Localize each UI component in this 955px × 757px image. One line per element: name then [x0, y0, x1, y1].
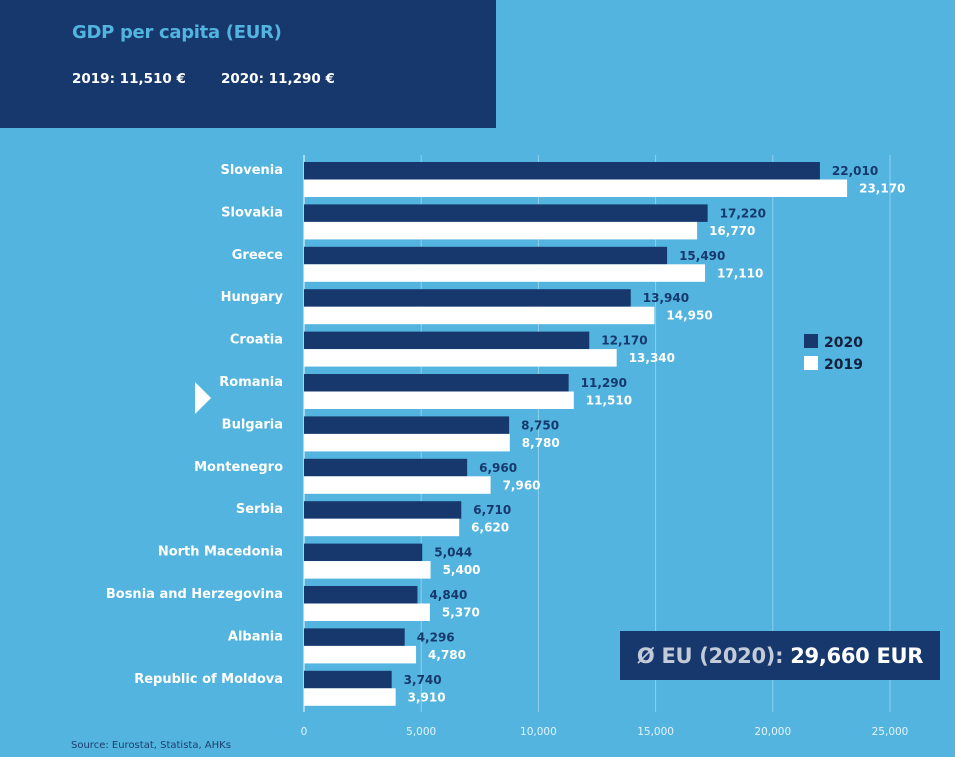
bar-2019: [304, 688, 396, 706]
category-label: Slovakia: [221, 205, 283, 220]
x-tick-label: 5,000: [406, 726, 436, 738]
category-label: Bulgaria: [222, 417, 283, 432]
eu-average-prefix: Ø EU (2020):: [636, 643, 791, 668]
bar-2020: [304, 162, 820, 180]
bar-2019: [304, 221, 698, 240]
value-label-2019: 17,110: [717, 266, 763, 280]
category-label: Albania: [228, 629, 283, 644]
value-label-2019: 11,510: [586, 394, 632, 408]
x-tick-label: 10,000: [520, 726, 557, 738]
value-label-2019: 13,340: [629, 351, 675, 365]
source-note: Source: Eurostat, Statista, AHKs: [71, 740, 231, 751]
x-tick-label: 15,000: [637, 726, 674, 738]
labels: 0 5,000 10,000 15,000 20,000 25,000 Slovenia 22…: [106, 163, 909, 738]
bar-2020: [304, 374, 569, 392]
bar-2020: [304, 331, 590, 350]
summary-2019: 2019: 11,510 €: [72, 71, 186, 87]
value-label-2020: 6,960: [479, 461, 517, 475]
bar-2019: [304, 561, 431, 579]
bar-2020: [304, 416, 510, 434]
value-label-2020: 13,940: [643, 291, 689, 305]
bar-2019: [304, 476, 491, 494]
value-label-2019: 23,170: [859, 182, 905, 196]
value-label-2020: 12,170: [601, 334, 647, 348]
summary-2020: 2020: 11,290 €: [221, 71, 335, 87]
bar-2020: [304, 670, 392, 689]
bar-2019: [304, 264, 706, 282]
bar-2020: [304, 246, 668, 265]
legend-label-2020: 2020: [824, 335, 863, 351]
bar-2019: [304, 433, 510, 452]
legend-swatch-2020: [804, 334, 818, 348]
value-label-2019: 5,370: [442, 606, 480, 620]
bars: [304, 162, 848, 706]
highlight-arrow-icon: [195, 382, 211, 414]
category-label: Romania: [219, 375, 283, 390]
value-label-2020: 11,290: [581, 376, 627, 390]
value-label-2019: 6,620: [471, 521, 509, 535]
category-label: Croatia: [230, 333, 283, 348]
bar-2019: [304, 518, 460, 537]
category-label: Greece: [232, 248, 283, 263]
legend-label-2019: 2019: [824, 357, 863, 373]
value-label-2020: 8,750: [521, 418, 559, 432]
value-label-2020: 5,044: [434, 546, 472, 560]
value-label-2019: 16,770: [709, 224, 755, 238]
x-tick-label: 20,000: [754, 726, 791, 738]
bar-2020: [304, 204, 708, 222]
value-label-2020: 22,010: [832, 164, 878, 178]
bar-2019: [304, 349, 617, 367]
bar-2020: [304, 458, 468, 477]
header-panel: GDP per capita (EUR) 2019: 11,510 € 2020…: [0, 0, 496, 128]
legend: 2020 2019: [804, 334, 863, 373]
legend-swatch-2019: [804, 356, 818, 370]
eu-average-box: Ø EU (2020): 29,660 EUR: [620, 631, 940, 680]
bar-2020: [304, 586, 418, 604]
bar-2020: [304, 501, 462, 519]
bar-2019: [304, 179, 848, 197]
value-label-2020: 6,710: [473, 503, 511, 517]
category-label: Hungary: [221, 290, 284, 305]
x-tick-label: 0: [301, 726, 308, 738]
category-label: Republic of Moldova: [134, 672, 283, 687]
value-label-2019: 3,910: [408, 690, 446, 704]
value-label-2019: 14,950: [666, 309, 712, 323]
value-label-2020: 4,840: [429, 588, 467, 602]
chart-title: GDP per capita (EUR): [72, 22, 282, 43]
bar-2019: [304, 603, 430, 621]
bar-2019: [304, 645, 417, 664]
bar-2020: [304, 543, 423, 562]
value-label-2020: 4,296: [417, 630, 455, 644]
value-label-2019: 5,400: [443, 563, 481, 577]
bar-2020: [304, 289, 631, 307]
value-label-2019: 7,960: [503, 478, 541, 492]
category-label: Montenegro: [194, 460, 283, 475]
value-label-2020: 17,220: [720, 206, 766, 220]
bar-2019: [304, 391, 574, 409]
value-label-2019: 4,780: [428, 648, 466, 662]
value-label-2020: 3,740: [404, 673, 442, 687]
category-label: North Macedonia: [158, 545, 283, 560]
bar-2020: [304, 628, 405, 646]
eu-average-value: 29,660 EUR: [790, 643, 924, 668]
category-label: Serbia: [236, 502, 283, 517]
category-label: Bosnia and Herzegovina: [106, 587, 283, 602]
bar-2019: [304, 306, 655, 325]
x-tick-label: 25,000: [872, 726, 909, 738]
category-label: Slovenia: [220, 163, 283, 178]
value-label-2020: 15,490: [679, 249, 725, 263]
value-label-2019: 8,780: [522, 436, 560, 450]
